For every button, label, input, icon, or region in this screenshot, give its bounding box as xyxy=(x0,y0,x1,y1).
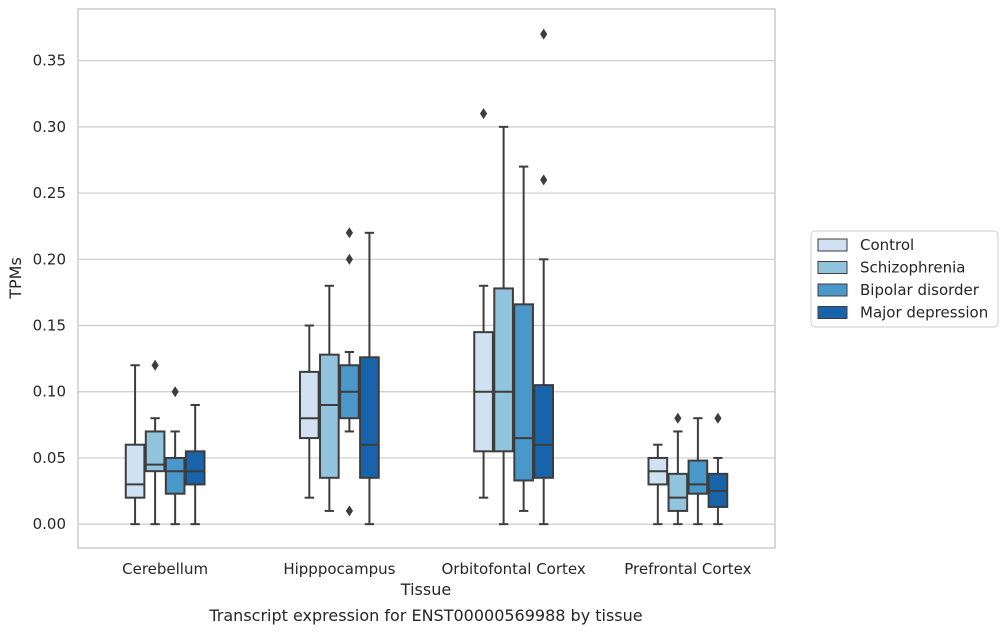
box-major-depression xyxy=(707,412,729,526)
box-body xyxy=(493,287,514,453)
box-control xyxy=(647,443,669,526)
box-body xyxy=(124,443,146,499)
outlier-point xyxy=(714,412,722,424)
box-body xyxy=(533,384,555,479)
y-axis-ticks: 0.00 0.05 0.10 0.15 0.20 0.25 0.30 0.35 xyxy=(33,52,66,534)
box-major-depression xyxy=(533,28,555,526)
outlier-point xyxy=(151,359,159,371)
box-body xyxy=(319,353,340,479)
legend-label: Control xyxy=(860,236,914,254)
box-body xyxy=(184,450,206,486)
legend-swatch xyxy=(817,238,848,252)
box-body xyxy=(144,430,166,473)
box-schizophrenia xyxy=(493,125,514,526)
x-tick-label: Hipppocampus xyxy=(283,560,395,578)
box-major-depression xyxy=(359,231,380,526)
legend: Control Schizophrenia Bipolar disorder Majo… xyxy=(810,230,999,328)
y-tick-label: 0.05 xyxy=(33,449,66,467)
legend-label: Major depression xyxy=(860,304,988,322)
box-bipolar-disorder xyxy=(513,165,534,512)
y-tick-label: 0.35 xyxy=(33,52,66,70)
box-major-depression xyxy=(184,403,206,526)
box-bipolar-disorder xyxy=(164,386,186,526)
grid-lines xyxy=(78,60,775,525)
legend-frame xyxy=(810,230,999,328)
x-axis-title: Tissue xyxy=(400,580,451,599)
x-axis-ticks: Cerebellum Hipppocampus Orbitofontal Corte… xyxy=(122,560,751,578)
y-tick-label: 0.10 xyxy=(33,383,66,401)
box-body xyxy=(513,303,534,482)
y-axis-title: TPMs xyxy=(6,257,25,300)
legend-swatch xyxy=(817,306,848,319)
y-tick-label: 0.30 xyxy=(33,118,66,136)
outlier-point xyxy=(540,28,548,40)
x-tick-label: Cerebellum xyxy=(122,560,208,578)
outlier-point xyxy=(345,505,353,517)
box-control xyxy=(473,108,494,499)
figure-caption: Transcript expression for ENST0000056998… xyxy=(209,606,643,625)
box-body xyxy=(359,356,380,479)
outlier-point xyxy=(540,174,548,186)
box-control xyxy=(298,324,320,499)
x-tick-label: Orbitofontal Cortex xyxy=(442,560,586,578)
box-bipolar-disorder xyxy=(339,227,360,517)
legend-label: Schizophrenia xyxy=(860,259,965,277)
legend-label: Bipolar disorder xyxy=(860,281,980,299)
box-plot-marks xyxy=(124,28,729,526)
box-body xyxy=(164,456,186,495)
x-tick-label: Prefrontal Cortex xyxy=(624,560,751,578)
box-schizophrenia xyxy=(319,284,340,512)
box-body xyxy=(667,472,689,512)
box-control xyxy=(124,364,146,526)
y-tick-label: 0.20 xyxy=(33,250,66,268)
outlier-point xyxy=(345,253,353,265)
outlier-point xyxy=(674,412,682,424)
legend-swatch xyxy=(817,283,848,297)
box-body xyxy=(687,459,709,495)
outlier-point xyxy=(345,227,353,239)
y-tick-label: 0.25 xyxy=(33,184,66,202)
y-tick-label: 0.15 xyxy=(33,317,66,335)
outlier-point xyxy=(171,386,179,398)
box-schizophrenia xyxy=(667,412,689,526)
box-bipolar-disorder xyxy=(687,417,709,526)
box-schizophrenia xyxy=(144,359,166,526)
legend-swatch xyxy=(817,261,848,274)
y-tick-label: 0.00 xyxy=(33,515,66,533)
outlier-point xyxy=(479,108,488,120)
plot-area-frame xyxy=(77,8,776,549)
box-body xyxy=(298,370,320,440)
